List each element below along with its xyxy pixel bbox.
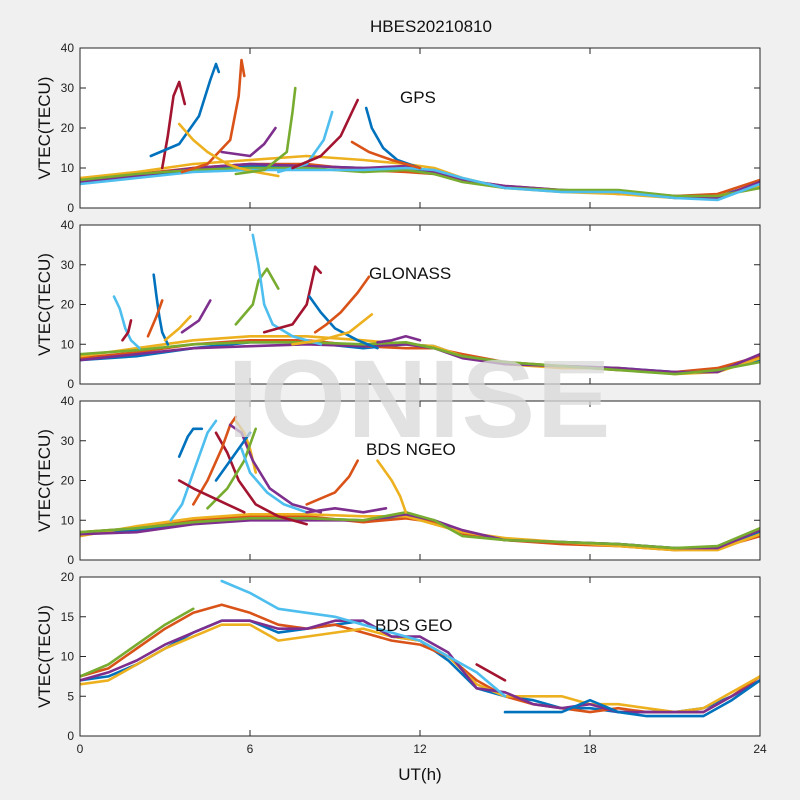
x-tick-label: 12 xyxy=(413,742,427,756)
y-tick-label: 40 xyxy=(61,394,75,408)
y-tick-label: 10 xyxy=(61,337,75,351)
panel-annotation: GPS xyxy=(400,88,436,107)
series-group xyxy=(80,58,760,202)
series-line-3 xyxy=(80,512,760,552)
panel-3: 0 10 20 30 40 VTEC(TECU) BDS NGEO xyxy=(35,394,761,567)
x-tick-label: 6 xyxy=(247,742,254,756)
series-line-16 xyxy=(350,140,422,170)
series-line-13 xyxy=(251,233,323,346)
y-tick-label: 0 xyxy=(67,729,74,743)
series-line-8 xyxy=(503,679,760,718)
series-line-5 xyxy=(80,340,760,376)
y-tick-label: 10 xyxy=(61,513,75,527)
y-tick-label: 20 xyxy=(61,570,75,584)
series-line-8 xyxy=(149,62,221,158)
series-line-6 xyxy=(112,295,141,350)
series-line-8 xyxy=(177,427,204,458)
series-line-6 xyxy=(220,579,507,698)
series-line-17 xyxy=(376,459,408,514)
series-line-12 xyxy=(234,267,280,326)
panel-4: 0 5 10 15 20 0 6 12 18 24 VTEC(TECU) BDS GEO xyxy=(35,570,767,756)
series-line-6 xyxy=(169,419,218,522)
series-line-14 xyxy=(262,265,323,334)
series-line-7 xyxy=(160,80,187,170)
series-line-5 xyxy=(80,166,760,198)
y-tick-label: 0 xyxy=(67,553,74,567)
y-axis-label: VTEC(TECU) xyxy=(35,605,54,708)
panel-1: 0 10 20 30 40 VTEC(TECU) GPS xyxy=(35,41,761,215)
x-tick-label: 18 xyxy=(583,742,597,756)
watermark: IONISE xyxy=(228,338,613,461)
series-line-17 xyxy=(291,313,374,346)
y-tick-label: 0 xyxy=(67,377,74,391)
series-line-18 xyxy=(376,334,422,344)
series-line-16 xyxy=(313,275,371,334)
x-tick-label: 0 xyxy=(77,742,84,756)
series-line-5 xyxy=(80,607,195,678)
series-line-11 xyxy=(220,126,277,158)
series-line-7 xyxy=(214,431,309,526)
y-tick-label: 40 xyxy=(61,41,75,55)
series-group xyxy=(80,233,760,376)
series-line-13 xyxy=(240,447,309,514)
series-line-5 xyxy=(80,510,760,550)
y-tick-label: 20 xyxy=(61,298,75,312)
series-line-10 xyxy=(163,315,192,342)
series-line-7 xyxy=(121,319,133,342)
series-line-9 xyxy=(192,415,238,506)
panel-annotation: BDS NGEO xyxy=(366,440,456,459)
x-tick-label: 24 xyxy=(753,742,767,756)
series-line-9 xyxy=(180,58,246,174)
y-tick-label: 10 xyxy=(61,161,75,175)
series-line-18 xyxy=(305,506,388,514)
series-line-11 xyxy=(180,299,212,334)
series-line-14 xyxy=(177,479,246,514)
y-axis-label: VTEC(TECU) xyxy=(35,253,54,356)
y-tick-label: 5 xyxy=(67,689,74,703)
y-tick-label: 0 xyxy=(67,201,74,215)
series-line-7 xyxy=(475,663,507,682)
panel-annotation: BDS GEO xyxy=(375,616,452,635)
y-tick-label: 15 xyxy=(61,610,75,624)
panels: 0 10 20 30 40 VTEC(TECU) GPS 0 10 20 30 40 VTEC(TECU… xyxy=(35,41,767,756)
series-line-6 xyxy=(80,166,760,202)
figure-title: HBES20210810 xyxy=(370,17,492,36)
y-tick-label: 30 xyxy=(61,258,75,272)
series-line-8 xyxy=(152,273,170,346)
series-line-16 xyxy=(305,459,360,506)
series-line-12 xyxy=(234,86,297,176)
plot-area xyxy=(80,48,760,208)
y-tick-label: 40 xyxy=(61,218,75,232)
y-tick-label: 10 xyxy=(61,650,75,664)
y-tick-label: 20 xyxy=(61,474,75,488)
x-axis-label: UT(h) xyxy=(398,765,441,784)
series-line-15 xyxy=(308,295,379,350)
series-line-15 xyxy=(214,431,252,482)
series-line-4 xyxy=(80,619,760,714)
y-tick-label: 30 xyxy=(61,434,75,448)
series-group xyxy=(80,415,760,552)
plot-area xyxy=(80,225,760,384)
y-axis-label: VTEC(TECU) xyxy=(35,77,54,180)
series-group xyxy=(80,579,760,718)
series-line-9 xyxy=(146,299,164,338)
panel-annotation: GLONASS xyxy=(369,264,451,283)
y-axis-label: VTEC(TECU) xyxy=(35,429,54,532)
series-line-11 xyxy=(228,423,323,514)
series-line-14 xyxy=(291,98,360,170)
y-tick-label: 20 xyxy=(61,121,75,135)
y-tick-label: 30 xyxy=(61,81,75,95)
panel-2: 0 10 20 30 40 VTEC(TECU) GLONASS xyxy=(35,218,761,391)
